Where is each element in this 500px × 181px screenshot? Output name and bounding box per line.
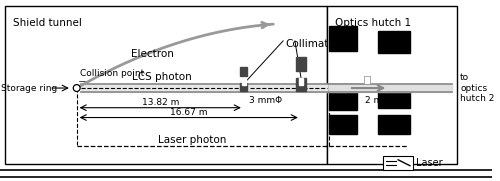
Bar xyxy=(299,78,303,85)
Text: LCS photon: LCS photon xyxy=(132,72,192,82)
Text: 16.67 m: 16.67 m xyxy=(170,108,207,117)
Text: Optics hutch 1: Optics hutch 1 xyxy=(335,18,411,28)
Bar xyxy=(330,84,357,110)
Text: 3 mmΦ: 3 mmΦ xyxy=(248,96,282,105)
Bar xyxy=(240,83,247,91)
Bar xyxy=(330,115,357,134)
Bar xyxy=(5,7,328,164)
Text: 2 mmΦ: 2 mmΦ xyxy=(364,96,398,105)
Text: Laser: Laser xyxy=(416,158,442,168)
Bar xyxy=(296,57,306,71)
Bar xyxy=(328,7,457,164)
Text: to
optics
hutch 2: to optics hutch 2 xyxy=(460,73,494,103)
Bar xyxy=(330,26,357,51)
Bar xyxy=(80,84,330,92)
Text: Collimators: Collimators xyxy=(285,39,344,49)
Bar xyxy=(296,78,306,91)
Circle shape xyxy=(73,85,80,91)
Bar xyxy=(378,86,410,108)
Bar xyxy=(330,84,452,92)
Bar xyxy=(378,31,410,53)
Text: 13.82 m: 13.82 m xyxy=(142,98,179,107)
Text: Storage ring: Storage ring xyxy=(1,84,57,92)
Bar xyxy=(384,156,413,170)
Bar xyxy=(240,67,247,76)
Bar xyxy=(242,78,246,85)
Bar xyxy=(378,115,410,134)
Text: Shield tunnel: Shield tunnel xyxy=(13,18,82,28)
Text: Electron: Electron xyxy=(131,49,174,59)
Text: Collision point: Collision point xyxy=(80,69,144,78)
Bar xyxy=(364,76,370,84)
Text: Laser photon: Laser photon xyxy=(158,135,226,145)
